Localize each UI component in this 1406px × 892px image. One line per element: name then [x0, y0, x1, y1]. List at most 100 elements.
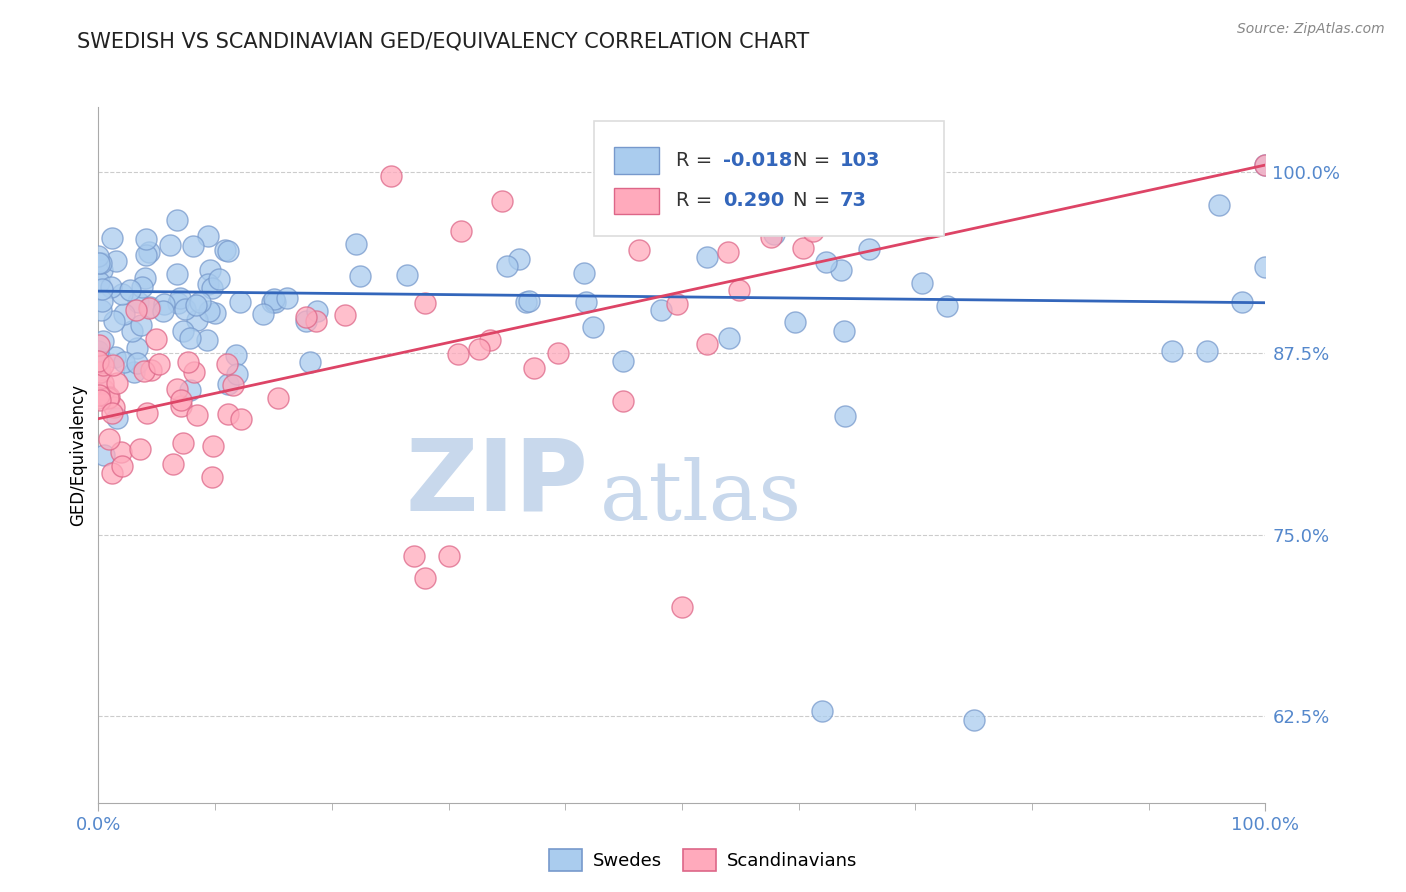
Point	[87, 388, 110, 402]
Point	[184, 298, 207, 312]
Point	[298, 354, 321, 368]
Point	[152, 297, 174, 311]
Point	[208, 271, 231, 285]
Point	[648, 213, 671, 227]
Point	[307, 304, 329, 318]
Point	[666, 297, 689, 311]
Point	[547, 345, 569, 359]
Text: ZIP: ZIP	[406, 434, 589, 532]
Text: SWEDISH VS SCANDINAVIAN GED/EQUIVALENCY CORRELATION CHART: SWEDISH VS SCANDINAVIAN GED/EQUIVALENCY …	[77, 31, 810, 51]
Point	[650, 302, 672, 317]
Point	[264, 295, 287, 310]
Point	[135, 247, 157, 261]
Point	[134, 271, 156, 285]
Point	[260, 295, 283, 310]
Point	[93, 448, 115, 462]
Point	[104, 253, 127, 268]
Y-axis label: GED/Equivalency: GED/Equivalency	[69, 384, 87, 526]
Point	[112, 354, 135, 368]
Point	[380, 169, 402, 183]
Point	[413, 571, 436, 585]
Point	[447, 347, 470, 361]
Point	[145, 332, 167, 346]
Point	[125, 356, 148, 370]
FancyBboxPatch shape	[614, 187, 658, 214]
Point	[696, 337, 718, 351]
Point	[195, 333, 218, 347]
Text: 0.290: 0.290	[723, 192, 785, 211]
Point	[188, 294, 211, 309]
Point	[217, 377, 239, 392]
Point	[263, 293, 285, 307]
Point	[792, 241, 814, 255]
Point	[101, 466, 124, 480]
Point	[229, 412, 252, 426]
Point	[295, 313, 318, 327]
Point	[333, 308, 356, 322]
Point	[305, 314, 328, 328]
Point	[91, 358, 114, 372]
Point	[93, 383, 115, 397]
Point	[523, 360, 546, 375]
Point	[228, 295, 250, 310]
Point	[728, 283, 751, 297]
Point	[911, 276, 934, 290]
Point	[91, 334, 114, 348]
Point	[136, 406, 159, 420]
Point	[122, 365, 145, 379]
Point	[612, 354, 634, 368]
Point	[159, 238, 181, 252]
Point	[104, 350, 127, 364]
Point	[496, 259, 519, 273]
Point	[574, 266, 596, 280]
Point	[204, 305, 226, 319]
Point	[87, 391, 110, 405]
Point	[217, 244, 239, 259]
Legend: Swedes, Scandinavians: Swedes, Scandinavians	[541, 842, 865, 879]
Point	[172, 436, 194, 450]
Point	[89, 393, 111, 408]
Point	[612, 394, 634, 409]
Text: 103: 103	[839, 151, 880, 170]
Point	[858, 243, 880, 257]
Point	[221, 378, 243, 392]
Point	[135, 232, 157, 246]
Point	[111, 458, 134, 473]
Point	[696, 250, 718, 264]
Point	[728, 191, 751, 205]
Point	[87, 248, 110, 262]
Point	[179, 384, 201, 398]
FancyBboxPatch shape	[595, 121, 945, 235]
Point	[103, 314, 125, 328]
Point	[198, 304, 221, 318]
Point	[834, 409, 856, 423]
Point	[413, 296, 436, 310]
Point	[87, 338, 110, 352]
Point	[166, 382, 188, 396]
Text: R =: R =	[676, 192, 718, 211]
Point	[186, 312, 208, 326]
Point	[111, 287, 134, 301]
Point	[479, 333, 502, 347]
Point	[91, 376, 114, 390]
Point	[491, 194, 513, 209]
Point	[252, 307, 274, 321]
Point	[1208, 198, 1230, 212]
Point	[197, 277, 219, 292]
Point	[468, 342, 491, 356]
Point	[179, 331, 201, 345]
Point	[87, 275, 110, 289]
Point	[225, 348, 247, 362]
Point	[166, 295, 188, 310]
Point	[276, 291, 298, 305]
Point	[132, 364, 155, 378]
Point	[1230, 295, 1253, 310]
Point	[226, 367, 249, 381]
Point	[785, 315, 807, 329]
Point	[201, 469, 224, 483]
Point	[162, 458, 184, 472]
Point	[121, 324, 143, 338]
Point	[962, 713, 984, 727]
Point	[267, 391, 290, 405]
Point	[103, 400, 125, 414]
